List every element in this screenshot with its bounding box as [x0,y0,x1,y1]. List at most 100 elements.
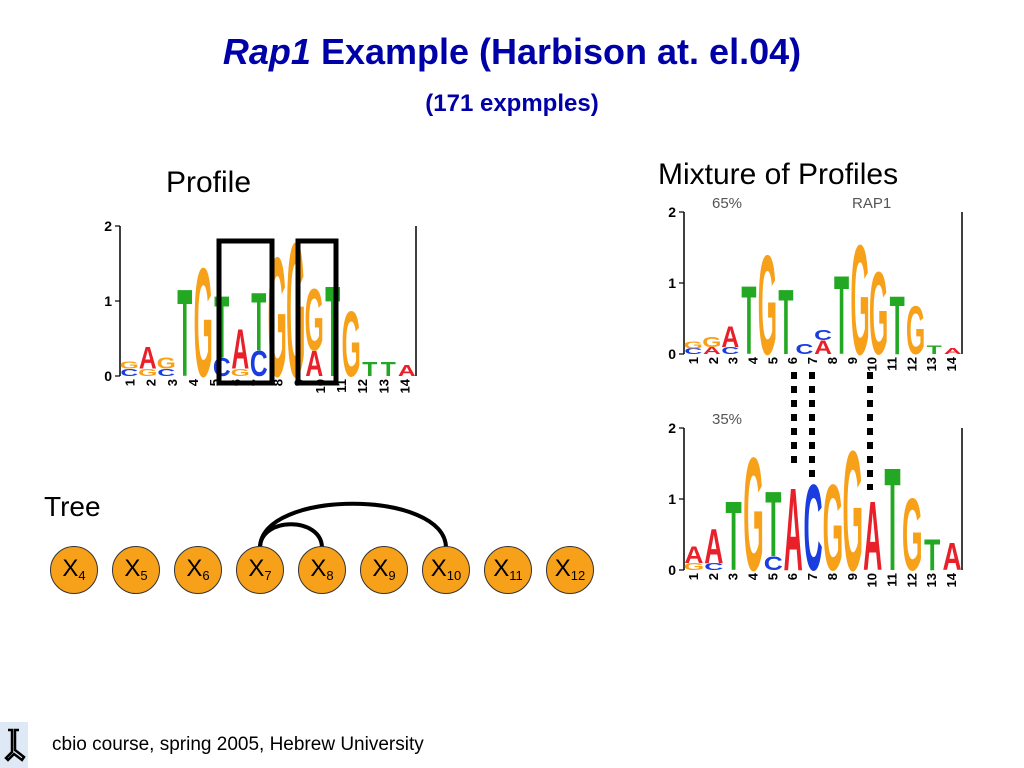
node-letter: X [310,555,327,582]
mixture-bottom-logo-letter-T: T [924,530,940,580]
node-subscript: 12 [570,568,586,583]
mixture-top-logo-letter-T: T [890,279,905,373]
profile-logo-x-tick-label: 13 [376,379,391,393]
tree-node-x9: X9 [360,546,408,594]
mixture-bottom-logo-letter-A: A [684,542,703,569]
profile-logo-letter-T: T [381,357,396,381]
mixture-bottom-logo-x-tick-label: 11 [885,573,900,587]
profile-logo-x-tick-label: 14 [397,378,412,393]
mixture-top-logo-x-tick-label: 6 [785,357,800,364]
profile-logo-x-tick-label: 2 [144,379,159,386]
node-letter: X [493,555,510,582]
mixture-bottom-logo-x-tick-label: 14 [944,572,959,587]
mixture-top-logo-motif-name: RAP1 [852,195,891,212]
mixture-top-logo-letter-C: C [796,342,814,358]
profile-logo-letter-T: T [177,264,192,403]
tree-label: Tree [44,491,101,522]
mixture-bottom-logo-x-tick-label: 7 [805,573,820,580]
mixture-top-logo-letter-G: G [702,335,721,351]
mixture-top-logo-letter-A: A [944,347,962,356]
mixture-bottom-logo-y-tick-label: 1 [668,491,676,507]
mixture-top-logo-letter-A: A [814,336,832,358]
node-letter: X [430,555,447,582]
mixture-top-logo-x-tick-label: 10 [865,357,880,371]
mixture-top-logo-x-tick-label: 7 [805,357,820,364]
mixture-bottom-logo-letter-A: A [943,536,962,579]
profile-logo-letter-C: C [157,367,175,378]
mixture-bottom-logo-x-tick-label: 12 [904,573,919,587]
node-subscript: 5 [140,568,148,583]
mixture-top-logo-x-tick-label: 1 [686,357,701,364]
mixture-top-logo-y-tick-label: 1 [668,275,676,291]
profile-logo-letter-G: G [157,355,176,372]
mixture-top-logo-letter-T: T [741,266,756,376]
tree-node-x6: X6 [174,546,222,594]
mixture-bottom-logo-letter-G: G [842,415,863,606]
mixture-top-logo-letter-T: T [927,344,942,357]
mixture-bottom-logo-letter-C: C [804,459,823,596]
profile-logo-letter-A: A [231,318,249,382]
tree-node-x5: X5 [112,546,160,594]
tree-node-x7: X7 [236,546,284,594]
mixture-bottom-logo-letter-T: T [884,438,900,602]
mixture-bottom-logo-letter-G: G [684,562,705,573]
profile-logo-letter-C: C [250,343,268,384]
profile-logo-x-tick-label: 8 [271,379,286,386]
slide-subtitle: (171 expmples) [425,90,599,117]
tree-node-x10: X10 [422,546,470,594]
profile-logo-letter-G: G [305,271,324,369]
title-rest: Example (Harbison at. el.04) [320,31,802,72]
mixture-bottom-logo-x-tick-label: 2 [706,573,721,580]
mixture-bottom-logo-x-tick-label: 9 [845,573,860,580]
mixture-top-logo-percent: 65% [712,195,742,212]
node-letter: X [372,555,389,582]
node-subscript: 7 [264,568,272,583]
mixture-top-logo-letter-C: C [814,328,832,344]
mixture-label: Mixture of Profiles [658,158,899,191]
mixture-bottom-logo-letter-T: T [765,473,781,576]
node-letter: X [124,555,141,582]
mixture-top-logo-x-tick-label: 11 [885,357,900,371]
tree-edge-x7-x10 [258,501,448,549]
mixture-top-logo-letter-G: G [869,247,888,378]
profile-logo-y-tick-label: 1 [104,293,112,309]
mixture-bottom-logo-letter-C: C [764,552,783,574]
node-subscript: 4 [78,568,86,583]
profile-logo-x-tick-label: 12 [355,379,370,393]
mixture-top-logo-letter-G: G [850,212,869,388]
mixture-top-logo-letter-G: G [906,291,925,368]
mixture-bottom-logo-x-tick-label: 6 [785,573,800,580]
profile-logo-letter-G: G [194,235,213,410]
profile-logo-letter-A: A [139,341,157,375]
mixture-top-logo-x-tick-label: 9 [845,357,860,364]
footer-text: cbio course, spring 2005, Hebrew Univers… [52,734,424,755]
node-letter: X [62,555,79,582]
mixture-bottom-logo-letter-A: A [784,465,803,596]
mixture-bottom-logo-letter-G: G [743,423,764,604]
node-subscript: 6 [202,568,210,583]
mixture-bottom-logo-percent: 35% [712,411,742,428]
profile-label: Profile [166,166,252,199]
profile-logo-letter-T: T [214,278,229,376]
tree-node-x12: X12 [546,546,594,594]
node-subscript: 10 [446,568,462,583]
mixture-bottom-logo-letter-G: G [902,477,923,592]
node-subscript: 8 [326,568,334,583]
university-logo [0,722,28,768]
mixture-top-logo-letter-T: T [834,253,849,379]
mixture-bottom-logo-letter-T: T [726,483,742,592]
highlight-box-left [216,238,275,386]
mixture-bottom-logo-x-tick-label: 3 [726,573,741,580]
mixture-top-logo-y-tick-label: 2 [668,204,676,220]
mixture-top-logo-x-tick-label: 8 [825,357,840,364]
tree-node-x8: X8 [298,546,346,594]
mixture-top-logo-x-tick-label: 12 [904,357,919,371]
profile-logo-x-tick-label: 4 [186,378,201,386]
profile-logo-x-tick-label: 1 [123,379,138,386]
profile-logo-letter-G: G [120,360,139,371]
node-letter: X [248,555,265,582]
profile-logo-letter-A: A [305,343,323,384]
mixture-bottom-logo-x-tick-label: 5 [765,573,780,580]
mixture-bottom-logo-y-tick-label: 2 [668,420,676,436]
